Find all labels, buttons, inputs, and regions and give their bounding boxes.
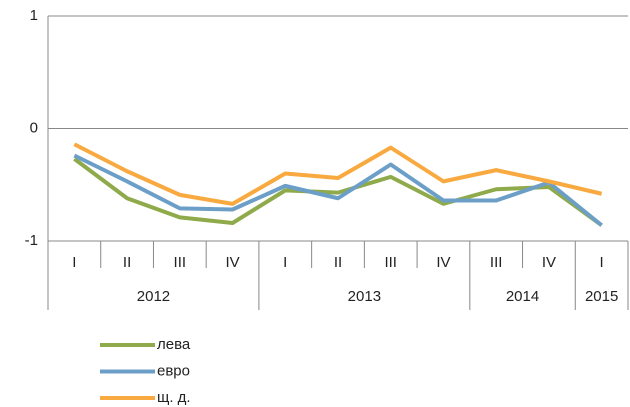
y-tick-label: 1: [30, 7, 38, 24]
x-tick-label: II: [123, 254, 131, 271]
group-label: 2014: [506, 288, 539, 305]
x-tick-label: I: [600, 254, 604, 271]
x-tick-label: IV: [542, 254, 556, 271]
x-tick-label: IV: [225, 254, 239, 271]
x-tick-label: II: [334, 254, 342, 271]
x-tick-label: IV: [436, 254, 450, 271]
group-label: 2012: [137, 288, 170, 305]
legend-label: лева: [157, 336, 191, 353]
legend-label: евро: [157, 362, 190, 379]
y-tick-label: 0: [30, 119, 38, 136]
y-tick-label: -1: [25, 232, 38, 249]
group-label: 2015: [585, 288, 618, 305]
x-tick-label: III: [490, 254, 503, 271]
series-line: [73, 142, 603, 206]
series-line: [73, 157, 603, 227]
series-line: [73, 153, 603, 227]
x-tick-label: III: [384, 254, 397, 271]
x-tick-label: I: [283, 254, 287, 271]
x-tick-label: I: [72, 254, 76, 271]
group-label: 2013: [348, 288, 381, 305]
x-tick-label: III: [174, 254, 187, 271]
legend-label: щ. д.: [157, 389, 191, 406]
